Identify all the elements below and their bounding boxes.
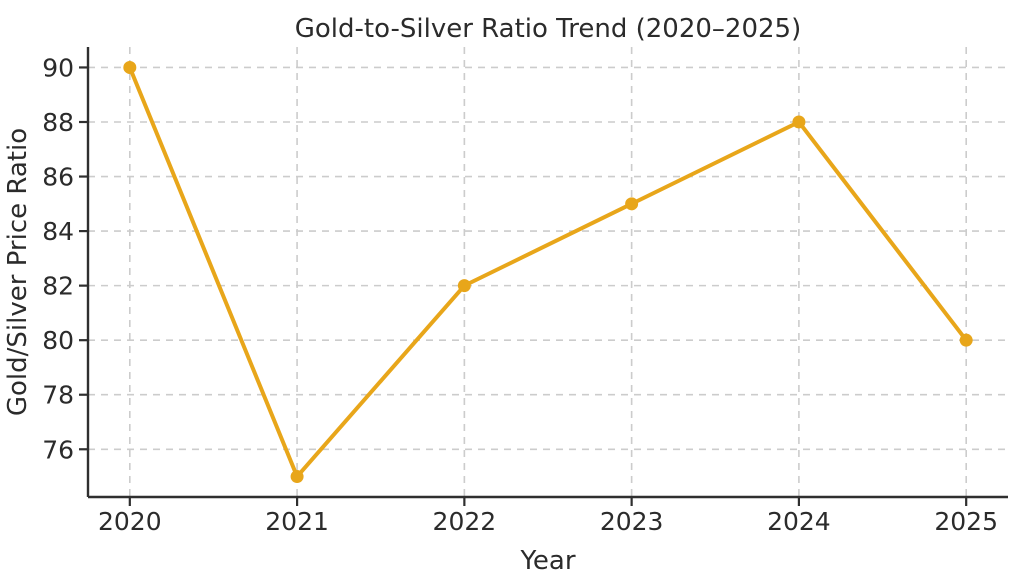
x-tick-label: 2021	[265, 507, 329, 536]
axis-tick-labels: 2020 2021 2022 2023 2024 2025 76 78 80 82 84 86 88 90	[42, 53, 998, 536]
x-tick-label: 2025	[934, 507, 998, 536]
chart-title: Gold-to-Silver Ratio Trend (2020–2025)	[295, 14, 801, 44]
y-tick-label: 78	[42, 381, 74, 410]
x-tick-label: 2024	[767, 507, 831, 536]
ratio-line	[127, 65, 969, 479]
x-tick-label: 2022	[433, 507, 497, 536]
axis-ticks	[79, 66, 968, 506]
grid-lines	[88, 47, 1008, 497]
y-tick-label: 76	[42, 435, 74, 464]
data-point	[457, 279, 471, 293]
y-axis-label: Gold/Silver Price Ratio	[3, 128, 33, 416]
x-tick-label: 2020	[98, 507, 162, 536]
y-tick-label: 82	[42, 272, 74, 301]
y-tick-label: 84	[42, 217, 74, 246]
y-tick-label: 90	[42, 53, 74, 82]
y-tick-label: 86	[42, 163, 74, 192]
y-tick-label: 88	[42, 108, 74, 137]
y-tick-label: 80	[42, 326, 74, 355]
x-axis-label: Year	[519, 546, 575, 576]
axes-spines	[86, 47, 1008, 499]
data-point	[290, 470, 304, 484]
data-point	[123, 60, 137, 74]
data-series	[123, 60, 973, 484]
data-point	[792, 115, 806, 129]
data-point	[625, 197, 639, 211]
data-point	[959, 333, 973, 347]
x-tick-label: 2023	[600, 507, 664, 536]
